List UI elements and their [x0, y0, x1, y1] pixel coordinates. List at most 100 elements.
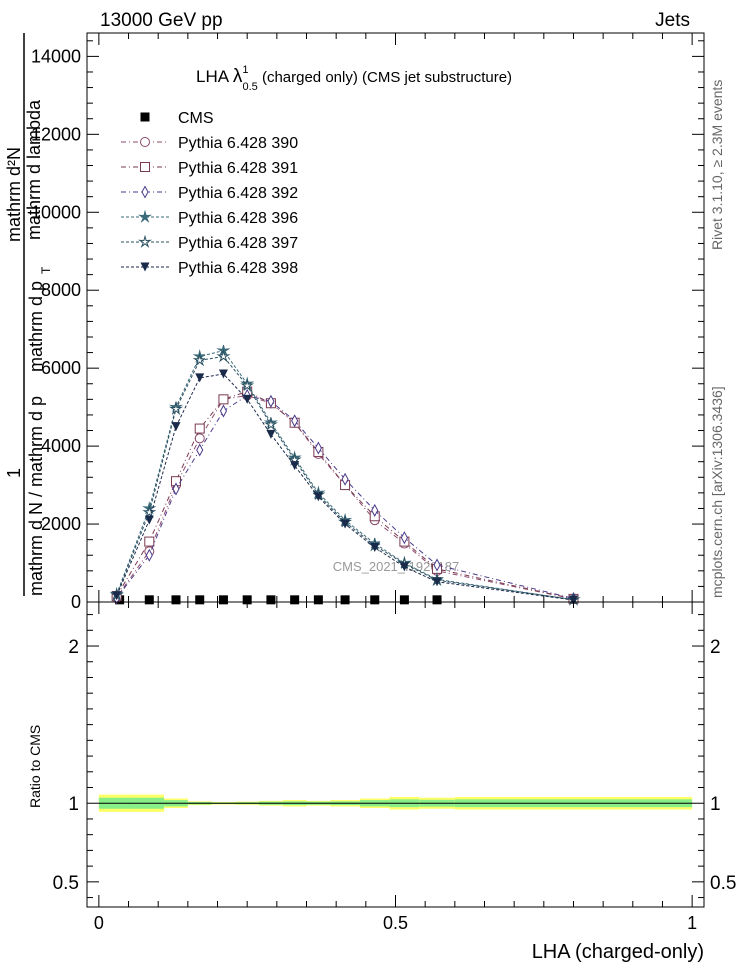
series-point [314, 441, 322, 455]
series-line [116, 355, 574, 601]
main-series [109, 344, 581, 606]
series-point [313, 492, 323, 502]
series-point [267, 394, 275, 408]
cms-data-point [144, 595, 154, 605]
title-prefix: LHA [196, 67, 233, 86]
main-y-tick-label: 2000 [41, 514, 81, 534]
series-point [371, 503, 379, 517]
cms-data-point [432, 595, 442, 605]
cms-data-point [171, 595, 181, 605]
main-y-tick-label: 4000 [41, 436, 81, 456]
ylabel-numerator: 1 [4, 468, 24, 478]
legend-label: Pythia 6.428 392 [178, 185, 298, 202]
series-point [291, 414, 299, 428]
main-y-tick-label: 0 [71, 592, 81, 612]
legend-label: Pythia 6.428 398 [178, 260, 298, 277]
series-point [112, 591, 122, 601]
title-sup: 1 [242, 64, 248, 76]
series-point [142, 505, 157, 519]
legend-label: Pythia 6.428 397 [178, 235, 298, 252]
x-axis-label: LHA (charged-only) [532, 941, 704, 963]
cms-data-point [340, 595, 350, 605]
title-suffix: (charged only) (CMS jet substructure) [258, 69, 512, 86]
series-point [568, 595, 578, 605]
main-x-axis [98, 33, 693, 602]
ratio-y-tick-label: 0.5 [53, 873, 79, 894]
series-point [192, 352, 206, 367]
ratio-y-tick-label-right: 0.5 [710, 873, 736, 894]
title-symbol: λ [233, 66, 243, 87]
main-ylabel: 1 mathrm d²N mathrm d lambda mathrm d N … [4, 33, 53, 596]
main-y-axis: 0 2000 4000 6000 8000 10000 12000 14000 [31, 40, 704, 612]
series-point [242, 394, 252, 404]
ratio-y-tick-label: 1 [68, 794, 79, 815]
legend-marker [140, 262, 150, 272]
cms-data-point [399, 595, 409, 605]
series-point [194, 423, 205, 434]
series-line [116, 394, 574, 599]
ylabel-denominator: mathrm d N / mathrm d p [26, 396, 46, 596]
series-line [116, 350, 574, 601]
ylabel-line2: mathrm d p [26, 281, 46, 372]
ratio-y-tick-label: 2 [68, 637, 79, 658]
series-point [290, 461, 300, 471]
header-right: Jets [655, 10, 690, 31]
cms-data-point [195, 595, 205, 605]
ratio-x-axis: 0 0.5 1 [94, 602, 697, 933]
legend-marker [141, 185, 149, 199]
series-point [399, 562, 409, 572]
watermark: CMS_2021_I1920187 [333, 559, 460, 574]
ratio-plot-frame [86, 601, 705, 908]
ylabel-lambda: mathrm d lambda [24, 99, 44, 240]
main-y-tick-label: 12000 [31, 124, 81, 144]
legend-marker [137, 209, 153, 223]
ratio-y-axis: 0.5 0.5 1 1 2 2 [53, 614, 736, 899]
series-point [218, 394, 229, 405]
series-point [168, 401, 184, 416]
series-point [370, 542, 380, 552]
series-point [266, 429, 276, 439]
title-sub: 0.5 [242, 81, 257, 93]
series-point [263, 417, 278, 431]
ylabel-deriv: mathrm d²N [4, 147, 24, 242]
legend-marker [140, 137, 150, 147]
series-point [144, 536, 155, 547]
ratio-y-tick-label-right: 2 [710, 637, 721, 658]
legend-marker [140, 112, 150, 122]
cms-data-point [290, 595, 300, 605]
series-point [240, 378, 255, 391]
series-point [172, 482, 180, 496]
series-point [171, 422, 181, 432]
cms-data-point [266, 595, 276, 605]
cms-data-point [242, 595, 252, 605]
ylabel-sub-T: T [39, 266, 53, 274]
series-point [340, 519, 350, 529]
series-point [400, 531, 408, 545]
plot-title: LHA λ1 0.5 (charged only) (CMS jet substr… [196, 64, 512, 93]
ratio-y-tick-label-right: 1 [710, 794, 721, 815]
series-line [116, 391, 574, 600]
series-point [433, 558, 441, 572]
cms-data-point [370, 595, 380, 605]
legend: CMS Pythia 6.428 390 Pythia 6.428 391 Pythi… [121, 110, 298, 277]
series-point [144, 515, 154, 525]
rivet-label: Rivet 3.1.10, ≥ 2.3M events [709, 80, 725, 250]
main-y-tick-label: 8000 [41, 280, 81, 300]
series-point [145, 548, 153, 562]
legend-label: CMS [178, 110, 214, 127]
series-point [341, 472, 349, 486]
main-y-tick-label: 6000 [41, 358, 81, 378]
series-point [219, 404, 228, 418]
series-point [196, 443, 204, 457]
ratio-ylabel: Ratio to CMS [27, 725, 43, 808]
series-point [216, 349, 231, 363]
cms-data-point [218, 595, 228, 605]
legend-marker [137, 234, 153, 248]
series-point [218, 369, 228, 379]
main-y-tick-label: 10000 [31, 202, 81, 222]
mcplots-label: mcplots.cern.ch [arXiv:1306.3436] [709, 386, 725, 598]
legend-marker [140, 162, 150, 172]
series-point [432, 577, 442, 587]
x-tick-label: 1 [687, 913, 697, 933]
ratio-bands [98, 794, 693, 812]
